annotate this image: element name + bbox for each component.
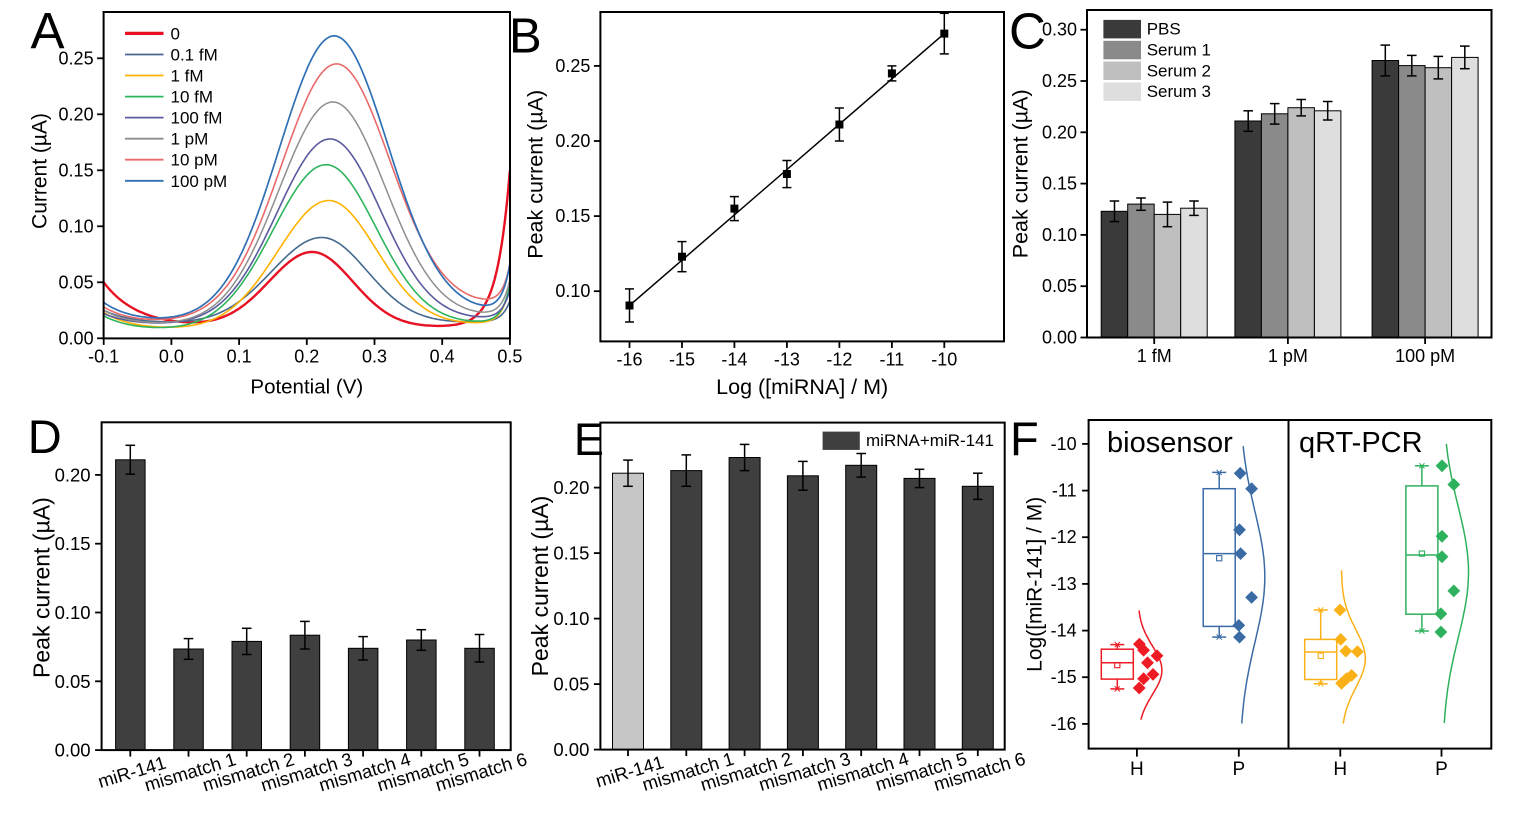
svg-text:Log ([miRNA] / M): Log ([miRNA] / M) xyxy=(716,375,888,399)
svg-text:0.3: 0.3 xyxy=(362,346,387,366)
svg-text:10 fM: 10 fM xyxy=(171,88,214,107)
svg-text:0.5: 0.5 xyxy=(497,346,522,366)
svg-text:-10: -10 xyxy=(931,349,957,369)
svg-text:-15: -15 xyxy=(669,349,695,369)
svg-text:Serum 2: Serum 2 xyxy=(1147,61,1211,80)
svg-text:Current (µA): Current (µA) xyxy=(29,113,52,229)
svg-text:0.20: 0.20 xyxy=(553,477,589,498)
svg-text:0.05: 0.05 xyxy=(1042,276,1077,296)
svg-text:0.10: 0.10 xyxy=(59,216,94,236)
svg-text:0: 0 xyxy=(171,24,180,43)
svg-text:0.00: 0.00 xyxy=(553,739,589,760)
svg-text:H: H xyxy=(1333,759,1347,780)
svg-text:-10: -10 xyxy=(1051,434,1077,454)
svg-text:0.20: 0.20 xyxy=(555,131,590,151)
svg-text:0.10: 0.10 xyxy=(1042,225,1077,245)
svg-text:0.10: 0.10 xyxy=(55,602,91,623)
svg-text:0.30: 0.30 xyxy=(1042,20,1077,40)
svg-text:Peak current (µA): Peak current (µA) xyxy=(28,497,54,678)
svg-text:0.0: 0.0 xyxy=(159,346,184,366)
svg-text:Peak current (µA): Peak current (µA) xyxy=(524,90,548,259)
svg-text:-13: -13 xyxy=(1051,574,1077,594)
svg-text:1 fM: 1 fM xyxy=(1137,346,1172,366)
svg-text:100 pM: 100 pM xyxy=(171,172,228,191)
svg-text:-16: -16 xyxy=(616,349,642,369)
svg-text:miRNA+miR-141: miRNA+miR-141 xyxy=(866,431,994,450)
svg-text:1 fM: 1 fM xyxy=(171,67,204,86)
svg-text:0.00: 0.00 xyxy=(1042,328,1077,348)
svg-text:0.15: 0.15 xyxy=(553,543,589,564)
svg-text:0.25: 0.25 xyxy=(555,56,590,76)
svg-text:0.20: 0.20 xyxy=(59,104,94,124)
svg-text:0.25: 0.25 xyxy=(1042,71,1077,91)
svg-text:Serum 3: Serum 3 xyxy=(1147,82,1211,101)
svg-text:0.15: 0.15 xyxy=(1042,174,1077,194)
svg-text:B: B xyxy=(509,10,542,64)
svg-text:0.1 fM: 0.1 fM xyxy=(171,46,218,65)
svg-text:0.20: 0.20 xyxy=(1042,122,1077,142)
svg-text:1 pM: 1 pM xyxy=(1268,346,1308,366)
svg-text:P: P xyxy=(1435,759,1448,780)
svg-text:-14: -14 xyxy=(721,349,747,369)
svg-text:0.00: 0.00 xyxy=(59,328,94,348)
svg-text:100 fM: 100 fM xyxy=(171,109,223,128)
svg-text:E: E xyxy=(574,414,604,465)
svg-text:0.2: 0.2 xyxy=(294,346,319,366)
svg-text:0.05: 0.05 xyxy=(553,674,589,695)
svg-text:-12: -12 xyxy=(1051,527,1077,547)
svg-text:qRT-PCR: qRT-PCR xyxy=(1299,427,1423,459)
svg-text:Potential (V): Potential (V) xyxy=(250,376,363,399)
svg-text:Serum 1: Serum 1 xyxy=(1147,41,1211,60)
svg-text:0.4: 0.4 xyxy=(430,346,455,366)
svg-text:A: A xyxy=(31,3,65,60)
svg-text:C: C xyxy=(1009,3,1046,60)
svg-text:Peak current (µA): Peak current (µA) xyxy=(527,496,553,677)
svg-text:D: D xyxy=(28,410,62,463)
svg-text:biosensor: biosensor xyxy=(1107,427,1233,459)
svg-text:-15: -15 xyxy=(1051,667,1077,687)
svg-text:0.05: 0.05 xyxy=(55,671,91,692)
svg-text:0.15: 0.15 xyxy=(555,206,590,226)
svg-text:PBS: PBS xyxy=(1147,20,1181,39)
svg-text:-12: -12 xyxy=(826,349,852,369)
svg-text:H: H xyxy=(1130,759,1144,780)
svg-text:-11: -11 xyxy=(880,349,905,369)
svg-text:0.1: 0.1 xyxy=(227,346,252,366)
svg-text:0.10: 0.10 xyxy=(553,608,589,629)
svg-text:P: P xyxy=(1232,759,1245,780)
svg-text:-14: -14 xyxy=(1051,621,1077,641)
svg-text:0.25: 0.25 xyxy=(59,48,94,68)
svg-text:10 pM: 10 pM xyxy=(171,151,218,170)
svg-text:0.10: 0.10 xyxy=(555,281,590,301)
svg-text:0.05: 0.05 xyxy=(59,272,94,292)
svg-text:0.00: 0.00 xyxy=(55,740,91,761)
svg-text:-0.1: -0.1 xyxy=(88,346,119,366)
svg-text:-13: -13 xyxy=(774,349,800,369)
svg-text:-16: -16 xyxy=(1051,714,1077,734)
svg-text:0.20: 0.20 xyxy=(55,464,91,485)
svg-text:Log([miR-141] / M): Log([miR-141] / M) xyxy=(1024,497,1047,672)
svg-text:100 pM: 100 pM xyxy=(1395,346,1455,366)
svg-text:F: F xyxy=(1010,412,1039,465)
svg-text:1 pM: 1 pM xyxy=(171,130,209,149)
svg-text:-11: -11 xyxy=(1052,481,1077,501)
svg-text:Peak current (µA): Peak current (µA) xyxy=(1009,89,1033,258)
svg-text:0.15: 0.15 xyxy=(55,533,91,554)
svg-text:0.15: 0.15 xyxy=(59,160,94,180)
